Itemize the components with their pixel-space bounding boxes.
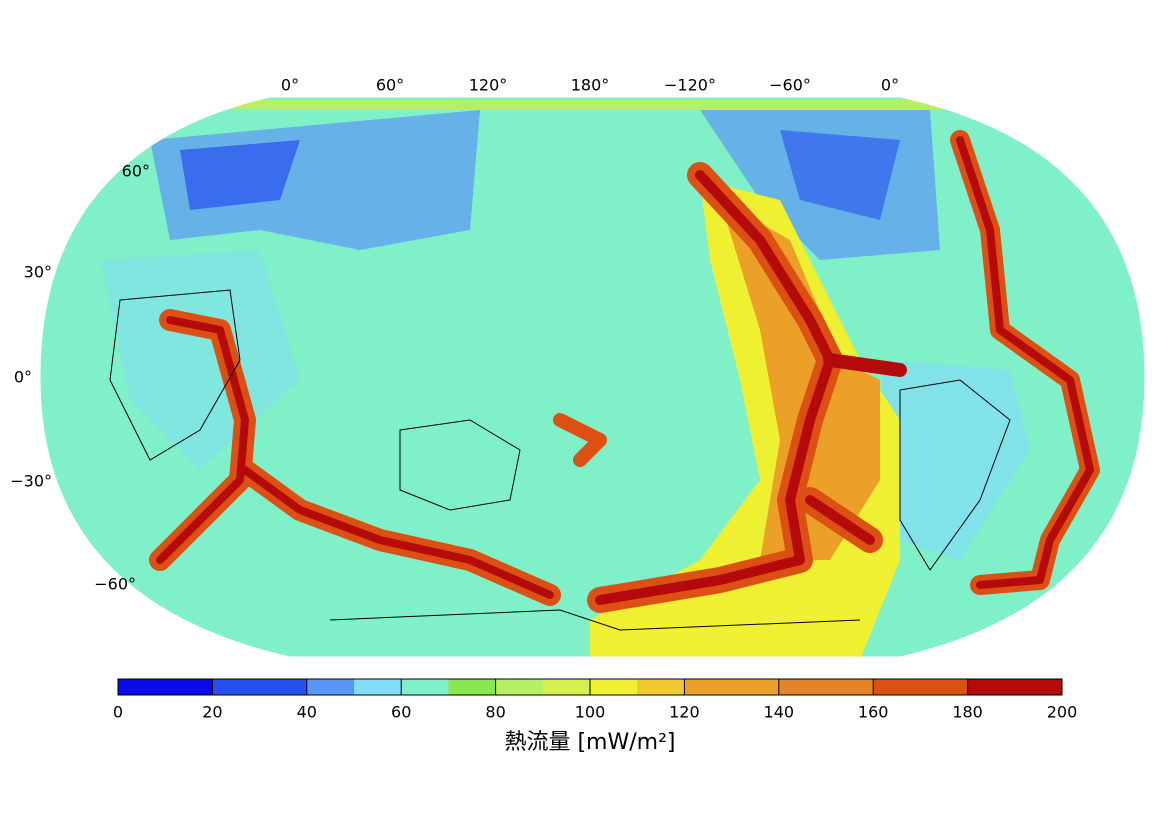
colorbar-segment — [778, 679, 827, 695]
colorbar-segment — [165, 679, 213, 695]
colorbar-tick-label: 120 — [669, 703, 700, 722]
colorbar-segment — [873, 679, 921, 695]
colorbar-tick-label: 200 — [1047, 703, 1078, 722]
colorbar-segment — [684, 679, 733, 695]
longitude-label: −120° — [664, 76, 716, 95]
colorbar: 0 20 40 60 80 100 120 140 160 180 200 熱流量 [mW/m²] — [113, 678, 1078, 755]
latitude-label: −60° — [94, 575, 136, 594]
latitude-label: −30° — [10, 472, 52, 491]
colorbar-segment — [259, 679, 308, 695]
colorbar-tick-label: 180 — [952, 703, 983, 722]
colorbar-segment — [212, 679, 261, 695]
colorbar-tick-label: 100 — [575, 703, 606, 722]
colorbar-tick-label: 0 — [113, 703, 123, 722]
colorbar-segment — [306, 679, 355, 695]
colorbar-segment — [590, 679, 638, 695]
longitude-label: 0° — [881, 76, 899, 95]
longitude-label: 180° — [571, 76, 610, 95]
heat-flow-map — [40, 97, 1145, 657]
colorbar-segment — [401, 679, 449, 695]
longitude-label: −60° — [769, 76, 811, 95]
colorbar-segment — [542, 679, 591, 695]
latitude-label: 0° — [14, 368, 32, 387]
longitude-label: 0° — [281, 76, 299, 95]
colorbar-tick-label: 60 — [391, 703, 411, 722]
colorbar-segment — [118, 679, 166, 695]
colorbar-segment — [354, 679, 402, 695]
colorbar-tick-label: 40 — [297, 703, 317, 722]
colorbar-segment — [448, 679, 497, 695]
latitude-label: 30° — [24, 263, 52, 282]
colorbar-tick-label: 80 — [485, 703, 505, 722]
colorbar-label: 熱流量 [mW/m²] — [504, 730, 675, 755]
colorbar-tick-label: 160 — [858, 703, 889, 722]
colorbar-tick-label: 20 — [202, 703, 222, 722]
colorbar-tick-label: 140 — [764, 703, 795, 722]
colorbar-segment — [967, 679, 1016, 695]
map-frame — [39, 96, 1146, 658]
colorbar-segment — [920, 679, 969, 695]
colorbar-segment — [826, 679, 874, 695]
graticule-labels: 0° 60° 120° 180° −120° −60° 0° 60° 30° 0° −30° −60° — [10, 76, 899, 594]
latitude-label: 60° — [122, 162, 150, 181]
colorbar-segment — [495, 679, 544, 695]
colorbar-segment — [1014, 679, 1063, 695]
longitude-label: 60° — [376, 76, 404, 95]
colorbar-segment — [637, 679, 685, 695]
longitude-label: 120° — [469, 76, 508, 95]
colorbar-segment — [731, 679, 780, 695]
